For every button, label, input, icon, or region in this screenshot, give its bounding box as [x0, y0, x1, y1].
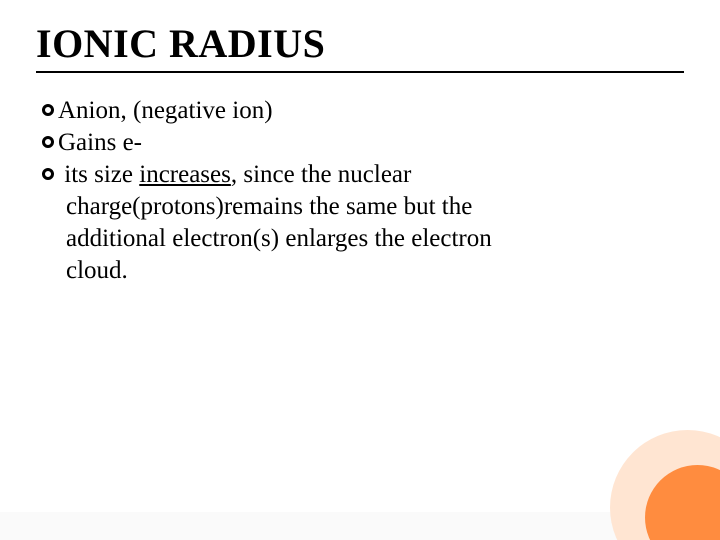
bullet-item: Gains e- — [42, 127, 684, 159]
bullet-rest: , since the nuclear — [231, 161, 411, 188]
continuation-line: charge(protons)remains the same but the — [42, 191, 684, 223]
title-underline — [36, 71, 684, 73]
bullet-lead: Anion, — [58, 97, 127, 124]
bullet-rest: (negative ion) — [127, 97, 273, 124]
continuation-line: additional electron(s) enlarges the elec… — [42, 223, 684, 255]
bullet-lead: Gains — [58, 129, 116, 156]
bullet-item: its size increases, since the nuclear — [42, 159, 684, 191]
slide-body: Anion, (negative ion) Gains e- its size … — [36, 95, 684, 287]
bullet-donut-icon — [42, 104, 54, 116]
slide-title: IONIC RADIUS — [36, 20, 684, 67]
bullet-donut-icon — [42, 136, 54, 148]
bullet-donut-icon — [42, 168, 54, 180]
bullet-underlined: increases — [139, 161, 231, 188]
bullet-lead: its size — [58, 161, 139, 188]
continuation-line: cloud. — [42, 255, 684, 287]
bullet-rest: e- — [116, 129, 142, 156]
slide: IONIC RADIUS Anion, (negative ion) Gains… — [0, 0, 720, 540]
bullet-item: Anion, (negative ion) — [42, 95, 684, 127]
